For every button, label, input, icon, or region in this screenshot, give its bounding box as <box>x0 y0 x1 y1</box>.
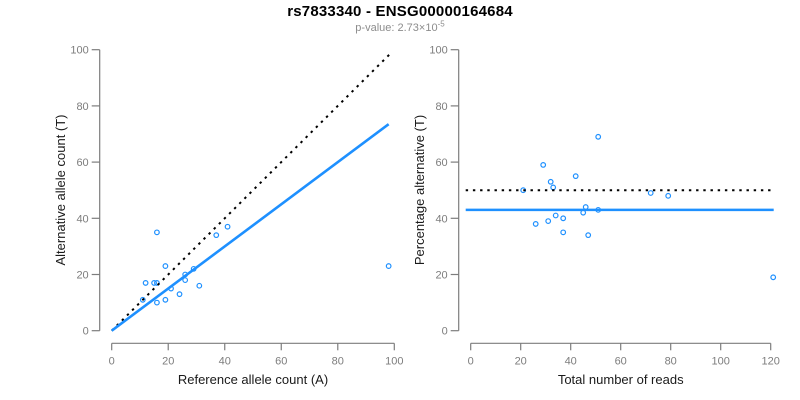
data-point <box>545 218 552 225</box>
x-tick-label: 0 <box>468 355 474 367</box>
data-point <box>162 263 169 269</box>
pvalue-subtitle: p-value: 2.73×10-5 <box>0 19 800 34</box>
pvalue-exponent: -5 <box>437 19 445 29</box>
data-point <box>139 296 146 303</box>
data-point <box>385 263 392 269</box>
x-tick-label: 60 <box>615 355 627 367</box>
y-tick-label: 60 <box>76 157 88 169</box>
data-point <box>552 212 559 219</box>
data-point <box>213 232 220 239</box>
data-point <box>647 190 654 196</box>
data-point <box>560 215 567 222</box>
y-tick-label: 40 <box>435 213 447 225</box>
data-point <box>151 280 157 286</box>
data-point <box>142 280 149 286</box>
data-point <box>560 229 567 236</box>
data-point <box>176 291 183 298</box>
y-tick-label: 0 <box>442 326 448 338</box>
x-tick-label: 120 <box>762 355 780 367</box>
data-point <box>154 229 160 236</box>
y-axis-title: Alternative allele count (T) <box>53 114 68 265</box>
y-tick-label: 40 <box>76 213 88 225</box>
allele-counts-scatter: 0 20 40 60 80 100 0 20 40 60 80 100 Reference allele… <box>53 45 403 387</box>
data-point <box>196 282 203 289</box>
data-point <box>224 223 231 230</box>
x-tick-label: 100 <box>385 355 403 367</box>
x-tick-label: 20 <box>162 355 174 367</box>
data-point <box>665 192 672 199</box>
y-tick-label: 100 <box>429 45 447 57</box>
y-tick-label: 60 <box>435 157 447 169</box>
data-point <box>154 299 160 306</box>
y-tick-label: 0 <box>83 326 89 338</box>
y-tick-label: 80 <box>76 101 88 113</box>
data-point <box>532 221 539 227</box>
x-tick-label: 40 <box>565 355 577 367</box>
y-tick-label: 80 <box>435 101 447 113</box>
x-axis-title: Total number of reads <box>558 372 684 387</box>
x-tick-label: 60 <box>275 355 287 367</box>
x-tick-label: 100 <box>712 355 730 367</box>
y-axis-title: Percentage alternative (T) <box>412 115 427 265</box>
data-point <box>182 277 189 284</box>
x-tick-label: 20 <box>515 355 527 367</box>
data-point <box>585 232 592 239</box>
data-point <box>572 173 579 180</box>
data-point <box>154 280 160 286</box>
x-tick-label: 40 <box>219 355 231 367</box>
x-tick-label: 0 <box>109 355 115 367</box>
y-tick-label: 100 <box>70 45 88 57</box>
x-tick-label: 80 <box>665 355 677 367</box>
data-point <box>547 178 554 185</box>
x-axis-title: Reference allele count (A) <box>178 372 328 387</box>
y-tick-label: 20 <box>76 270 88 282</box>
data-point <box>770 274 777 281</box>
data-point <box>540 162 547 168</box>
y-tick-label: 20 <box>435 270 447 282</box>
percentage-vs-reads-scatter: 0 20 40 60 80 100 0 20 40 60 80 100 120 Total number … <box>412 45 780 387</box>
pvalue-text: p-value: 2.73×10 <box>355 22 438 34</box>
page-title: rs7833340 - ENSG00000164684 <box>287 3 513 20</box>
data-point <box>595 133 602 140</box>
data-point <box>162 296 169 303</box>
identity-line <box>110 51 393 332</box>
x-tick-label: 80 <box>332 355 344 367</box>
data-point <box>550 184 557 191</box>
regression-line <box>110 123 390 332</box>
